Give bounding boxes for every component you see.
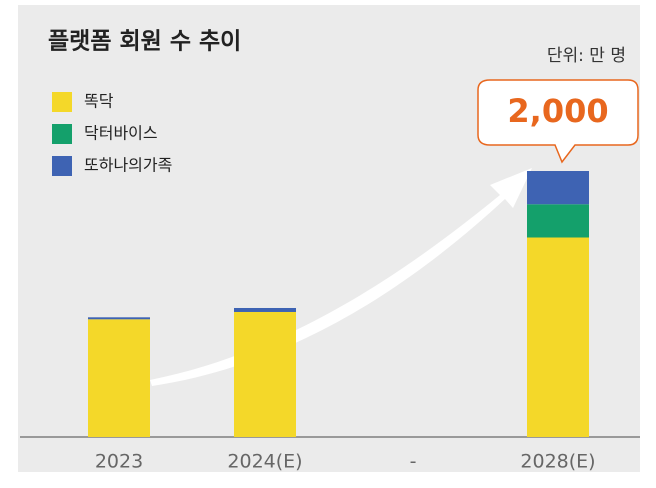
x-tick-label: - bbox=[410, 451, 417, 473]
bar-segment bbox=[234, 311, 296, 437]
legend-swatch bbox=[52, 124, 72, 144]
callout-label: 2,000 bbox=[507, 92, 608, 130]
x-tick-label: 2023 bbox=[95, 451, 143, 473]
bar-segment bbox=[527, 204, 589, 238]
legend-swatch bbox=[52, 92, 72, 112]
chart-title: 플랫폼 회원 수 추이 bbox=[48, 29, 241, 55]
legend-label: 또하나의가족 bbox=[84, 156, 172, 175]
bar-segment bbox=[527, 237, 589, 437]
callout bbox=[477, 79, 639, 164]
unit-label: 단위: 만 명 bbox=[547, 46, 626, 66]
x-tick-label: 2024(E) bbox=[227, 451, 302, 473]
bar-segment bbox=[88, 317, 150, 320]
x-tick-label: 2028(E) bbox=[520, 451, 595, 473]
bar-segment bbox=[88, 319, 150, 437]
legend-label: 똑닥 bbox=[84, 92, 114, 111]
bar-segment bbox=[527, 171, 589, 205]
bar-segment bbox=[234, 307, 296, 312]
legend-swatch bbox=[52, 156, 72, 176]
legend-label: 닥터바이스 bbox=[84, 124, 158, 143]
